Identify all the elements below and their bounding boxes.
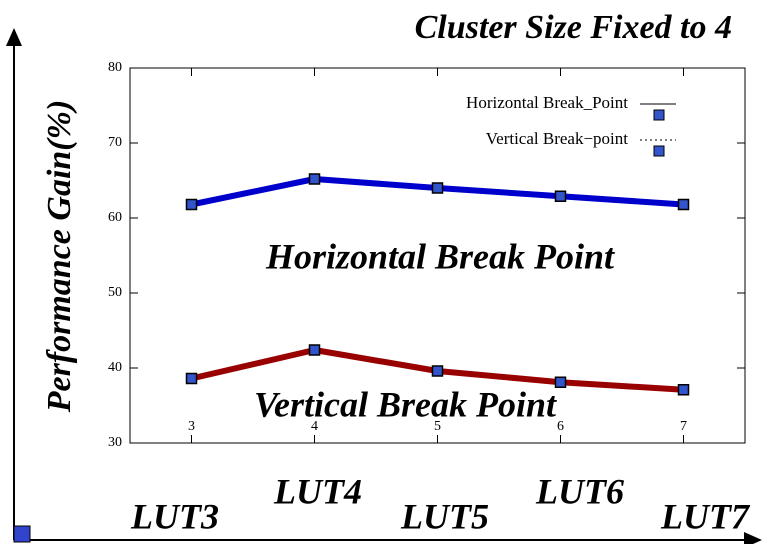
y-tick-label: 80: [108, 60, 122, 75]
y-tick-label: 40: [108, 360, 122, 375]
y-tick-label: 50: [108, 285, 122, 300]
y-axis-label: Performance Gain(%): [41, 100, 78, 414]
marker: [308, 173, 321, 185]
x-tick-label: 3: [188, 419, 195, 434]
group-label: LUT6: [535, 471, 624, 511]
x-tick-label: 4: [311, 419, 318, 434]
annotation: Vertical Break Point: [254, 384, 557, 424]
x-tick-label: 6: [557, 419, 564, 434]
marker: [308, 344, 321, 356]
x-tick-label: 5: [434, 419, 441, 434]
marker: [677, 384, 690, 396]
group-label: LUT3: [130, 496, 219, 536]
marker: [554, 376, 567, 388]
group-label: LUT5: [400, 496, 489, 536]
annotation: Horizontal Break Point: [265, 236, 615, 276]
group-label: LUT7: [660, 496, 751, 536]
x-tick-label: 7: [680, 419, 687, 434]
legend-label: Vertical Break−point: [486, 129, 629, 148]
origin-square: [13, 525, 31, 543]
chart-title: Cluster Size Fixed to 4: [415, 9, 732, 46]
y-tick-label: 60: [108, 210, 122, 225]
y-tick-label: 30: [108, 435, 122, 450]
y-tick-label: 70: [108, 135, 122, 150]
group-label: LUT4: [273, 471, 362, 511]
marker: [431, 182, 444, 194]
marker: [185, 198, 198, 211]
legend-label: Horizontal Break_Point: [466, 93, 628, 112]
marker: [185, 372, 198, 385]
legend-marker: [653, 145, 665, 157]
marker: [554, 190, 567, 202]
marker: [431, 365, 444, 377]
legend-marker: [653, 109, 665, 121]
marker: [677, 198, 690, 211]
